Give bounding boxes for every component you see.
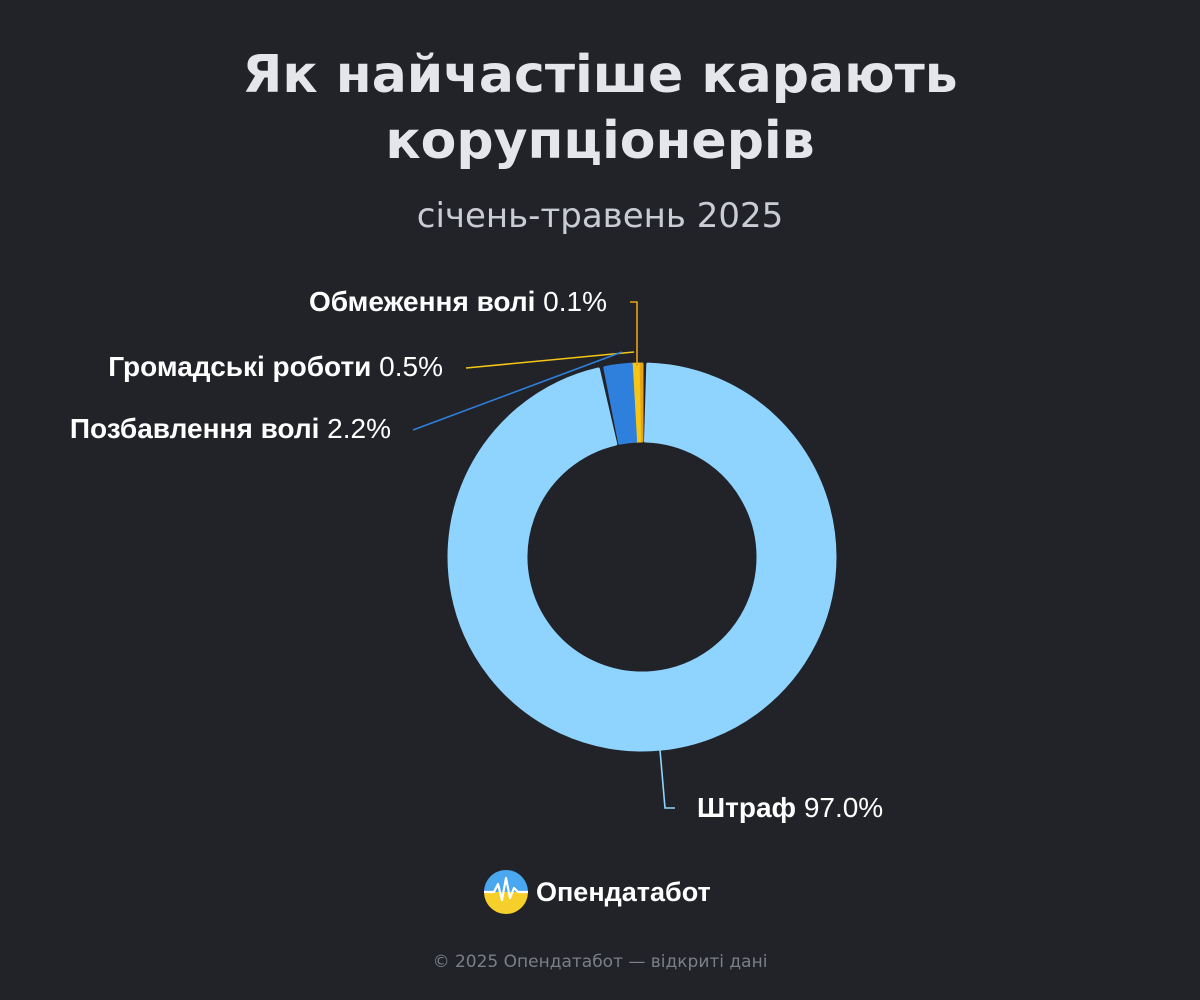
leader-line (659, 749, 675, 809)
leader-line (465, 351, 635, 369)
chart-title: Як найчастіше карають корупціонерів (0, 42, 1200, 174)
slice-label: Громадські роботи 0.5% (108, 351, 443, 382)
leader-line (630, 301, 638, 366)
slice-label: Штраф 97.0% (697, 792, 883, 823)
brand-name: Опендатабот (536, 876, 711, 907)
chart-title-line-2: корупціонерів (385, 111, 815, 171)
donut-slice (603, 362, 638, 445)
donut-slice (447, 362, 837, 752)
opendatabot-logo-icon (484, 870, 528, 914)
chart-title-line-1: Як найчастіше карають (242, 45, 958, 105)
chart-subtitle: січень-травень 2025 (416, 196, 784, 236)
leader-line (412, 351, 623, 431)
brand-logo: Опендатабот (484, 870, 711, 914)
footer-copyright: © 2025 Опендатабот — відкриті дані (432, 952, 768, 972)
slice-label: Обмеження волі 0.1% (309, 286, 607, 317)
slice-label: Позбавлення волі 2.2% (70, 413, 391, 444)
